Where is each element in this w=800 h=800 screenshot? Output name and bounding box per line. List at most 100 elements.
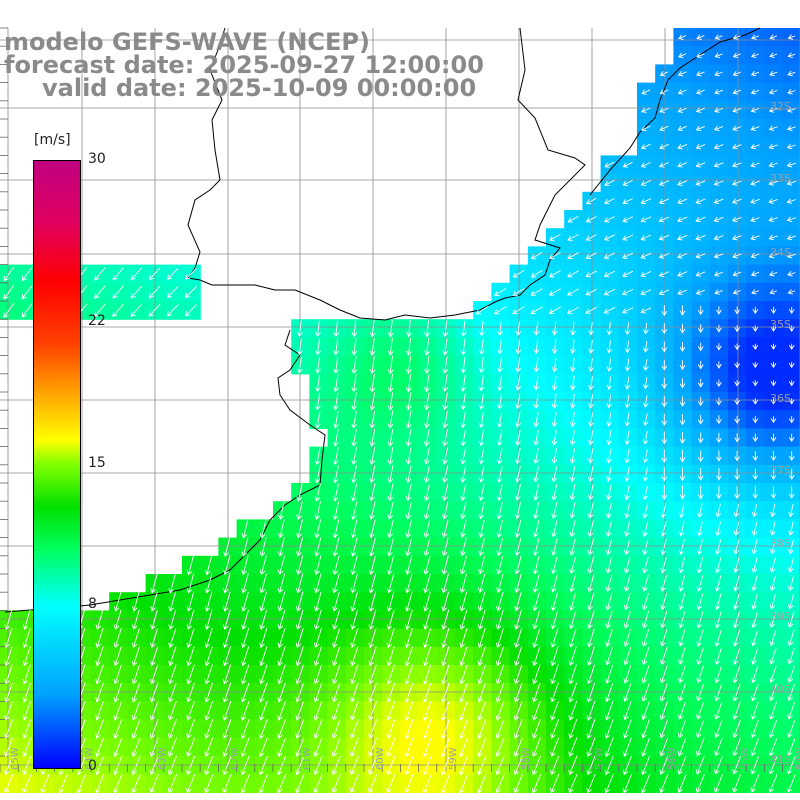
wind-arrow <box>386 573 395 594</box>
wind-arrow <box>131 646 141 667</box>
wind-arrow <box>605 538 613 556</box>
wind-arrow <box>566 306 580 314</box>
wind-arrow <box>769 575 776 592</box>
coastline-south <box>4 329 326 613</box>
wind-arrow <box>130 267 143 281</box>
wind-arrow <box>423 609 431 630</box>
wind-arrow <box>714 34 723 40</box>
wind-arrow <box>22 664 31 685</box>
wind-arrow <box>387 555 395 576</box>
wind-arrow <box>587 592 595 611</box>
wind-arrow <box>186 591 195 612</box>
wind-arrow <box>186 627 195 649</box>
wind-arrow <box>787 271 796 277</box>
wind-arrow <box>241 609 249 630</box>
wind-arrow <box>787 52 796 59</box>
wind-arrow <box>168 646 177 667</box>
wind-arrow <box>586 719 596 739</box>
wind-arrow <box>222 773 232 794</box>
wind-arrow <box>513 773 523 794</box>
wind-arrow <box>515 339 522 355</box>
wind-arrow <box>768 107 778 113</box>
wind-arrow <box>714 647 722 665</box>
wind-arrow <box>368 537 376 557</box>
wind-arrow <box>386 664 395 685</box>
wind-arrow <box>259 537 267 557</box>
wind-arrow <box>532 556 540 575</box>
wind-arrow <box>3 302 15 318</box>
wind-arrow <box>184 304 198 317</box>
wind-arrow <box>752 486 759 499</box>
wind-arrow <box>368 591 377 612</box>
wind-arrow <box>186 573 195 594</box>
wind-arrow <box>166 285 179 299</box>
wind-arrow <box>677 719 687 739</box>
wind-arrow <box>751 289 759 295</box>
wind-arrow <box>640 289 652 296</box>
wind-arrow <box>750 107 760 113</box>
wind-arrow <box>734 398 740 406</box>
wind-arrow <box>568 737 578 757</box>
wind-arrow <box>588 376 594 391</box>
wind-arrow <box>442 411 448 429</box>
wind-arrow <box>731 216 742 223</box>
wind-arrow <box>660 556 667 574</box>
wind-arrow <box>314 447 321 466</box>
wind-arrow <box>659 665 668 684</box>
wind-arrow <box>732 253 742 259</box>
wind-arrow <box>587 538 594 556</box>
wind-arrow <box>713 180 724 186</box>
wind-arrow <box>750 774 760 793</box>
wind-arrow <box>495 773 505 794</box>
wind-arrow <box>459 591 468 612</box>
wind-arrow <box>714 611 722 629</box>
wind-arrow <box>569 592 577 611</box>
wind-arrow <box>697 467 704 481</box>
wind-arrow <box>495 627 504 649</box>
wind-arrow <box>551 448 558 465</box>
wind-arrow <box>734 486 740 499</box>
wind-arrow <box>588 321 595 336</box>
wind-arrow <box>513 664 523 685</box>
wind-arrow <box>222 609 231 630</box>
wind-arrow <box>113 737 123 757</box>
wind-arrow <box>95 737 105 757</box>
wind-arrow <box>95 664 104 685</box>
wind-arrow <box>533 393 540 410</box>
wind-arrow <box>697 485 704 500</box>
wind-arrow <box>640 252 652 259</box>
wind-arrow <box>768 252 778 259</box>
wind-arrow <box>204 700 214 721</box>
wind-arrow <box>640 270 652 278</box>
wind-arrow <box>731 180 742 186</box>
wind-arrow <box>386 646 395 667</box>
wind-arrow <box>788 433 795 443</box>
wind-arrow <box>222 664 232 685</box>
wind-arrow <box>696 593 704 611</box>
wind-arrow <box>295 700 305 721</box>
wind-arrow <box>333 320 340 338</box>
wind-arrow <box>295 591 304 612</box>
wind-arrow <box>314 410 321 429</box>
wind-arrow <box>150 573 158 594</box>
wind-arrow <box>623 737 632 757</box>
wind-arrow <box>658 289 670 296</box>
wind-arrow <box>604 198 615 205</box>
wind-arrow <box>624 430 631 445</box>
wind-arrow <box>532 538 540 556</box>
wind-arrow <box>460 447 467 465</box>
wind-arrow <box>478 429 485 447</box>
wind-arrow <box>113 773 123 794</box>
wind-arrow <box>550 700 559 721</box>
wind-arrow <box>314 573 322 594</box>
wind-arrow <box>677 71 687 77</box>
wind-arrow <box>569 376 576 391</box>
wind-arrow <box>622 270 634 278</box>
wind-arrow <box>677 271 688 277</box>
wind-arrow <box>786 125 796 131</box>
wind-arrow <box>713 253 724 259</box>
latitude-label: 39S <box>770 610 791 623</box>
wind-arrow <box>531 755 542 776</box>
wind-arrow <box>204 773 214 794</box>
wind-arrow <box>351 465 358 484</box>
